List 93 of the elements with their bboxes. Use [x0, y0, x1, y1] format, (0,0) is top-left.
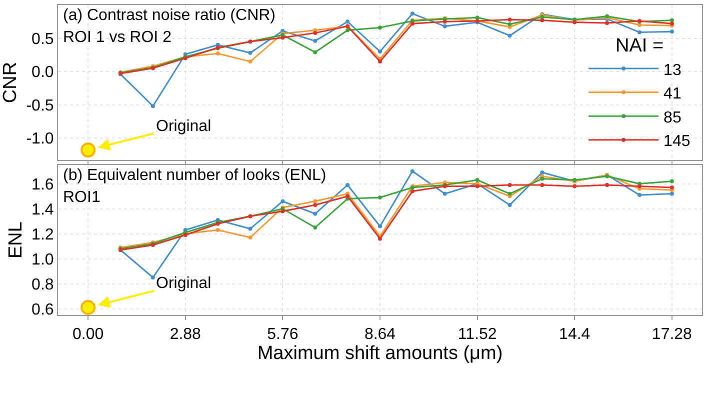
point	[216, 52, 220, 56]
x-tick-label: 5.76	[267, 326, 298, 344]
annotation: Original	[156, 118, 212, 135]
y-tick-label: 1.2	[32, 226, 54, 244]
point	[346, 28, 350, 32]
x-tick-label: 0.00	[72, 326, 104, 344]
y-tick-label: 1.0	[32, 251, 54, 268]
point	[248, 236, 252, 240]
point	[572, 184, 577, 188]
y-tick-label: 0.0	[32, 64, 54, 82]
y-tick-label: 0.8	[32, 276, 54, 294]
chart-title: (a) Contrast noise ratio (CNR)	[63, 7, 276, 24]
point	[378, 26, 382, 30]
point	[80, 142, 96, 158]
point	[280, 209, 285, 214]
point	[378, 224, 382, 228]
y-tick-label: 1.4	[32, 201, 54, 218]
point	[346, 183, 350, 187]
annotation: Original	[156, 275, 212, 292]
point	[637, 22, 642, 27]
point	[475, 178, 480, 182]
point	[508, 183, 512, 187]
y-tick-label: 0.5	[32, 30, 54, 48]
x-tick-label: 17.28	[652, 326, 692, 344]
point	[670, 30, 674, 34]
y-axis-title: ENL	[5, 222, 26, 258]
legend-label: 41	[664, 86, 682, 103]
point	[248, 226, 252, 231]
point	[313, 212, 318, 216]
x-axis-title: Maximum shift amounts (μm)	[257, 343, 503, 364]
point	[313, 50, 318, 54]
point	[637, 184, 642, 188]
point	[313, 203, 318, 207]
point	[378, 50, 382, 54]
point	[346, 194, 350, 198]
point	[150, 104, 155, 108]
point	[540, 176, 544, 181]
y-tick-label: -1.0	[26, 130, 54, 148]
text: ROI 1 vs ROI 2	[63, 29, 172, 46]
x-tick-label: 8.64	[364, 326, 396, 344]
point	[508, 18, 512, 22]
legend-label: 145	[664, 133, 690, 150]
point	[80, 300, 96, 315]
y-tick-label: -0.5	[26, 97, 54, 114]
point	[378, 236, 382, 241]
x-tick-label: 2.88	[170, 326, 202, 344]
point	[540, 183, 544, 187]
point	[605, 20, 610, 25]
point	[540, 170, 544, 174]
point	[410, 189, 414, 194]
y-tick-label: 0.6	[32, 301, 54, 318]
point	[248, 60, 252, 64]
point	[475, 184, 480, 188]
point	[378, 60, 382, 64]
point	[670, 18, 674, 22]
chart-title: (b) Equivalent number of looks (ENL)	[63, 167, 326, 184]
point	[313, 226, 318, 230]
text: ROI1	[63, 189, 100, 206]
point	[150, 276, 155, 280]
point	[280, 36, 285, 40]
point	[670, 192, 674, 196]
point	[605, 183, 610, 187]
x-tick-label: 14.4	[559, 326, 590, 344]
point	[378, 196, 382, 200]
legend-title: NAI =	[616, 36, 664, 57]
point	[410, 12, 414, 16]
point	[216, 228, 220, 232]
point	[637, 30, 642, 34]
point	[410, 169, 414, 174]
point	[248, 50, 252, 55]
point	[313, 199, 318, 204]
point	[540, 18, 544, 22]
point	[280, 199, 285, 204]
point	[508, 22, 512, 26]
point	[670, 186, 674, 190]
x-tick-label: 11.52	[458, 326, 497, 344]
point	[670, 179, 674, 184]
y-axis-title: CNR	[0, 62, 22, 104]
point	[410, 22, 414, 26]
legend-label: 13	[664, 62, 682, 79]
point	[637, 193, 642, 197]
point	[442, 20, 447, 24]
point	[442, 24, 447, 28]
point	[508, 203, 512, 207]
point	[442, 192, 447, 196]
y-tick-label: 1.6	[32, 176, 54, 194]
point	[508, 192, 512, 196]
point	[313, 30, 318, 35]
point	[313, 38, 318, 43]
point	[508, 34, 512, 38]
point	[475, 16, 480, 20]
legend-label: 85	[664, 109, 682, 126]
point	[346, 20, 350, 24]
